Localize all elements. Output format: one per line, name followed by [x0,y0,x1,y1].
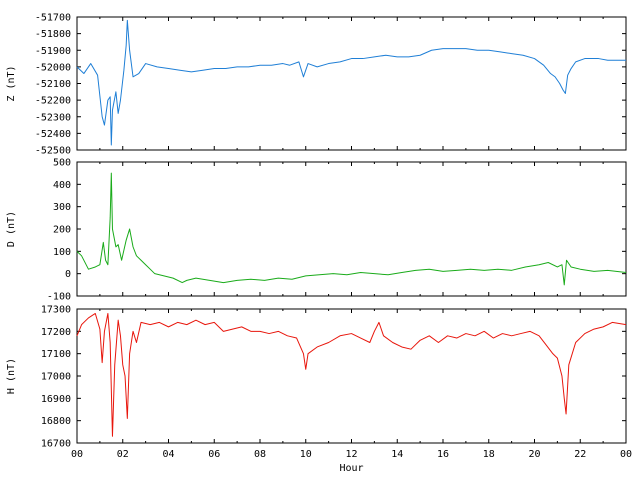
x-tick-label: 08 [254,449,266,460]
y-tick-label: 17100 [41,349,71,360]
x-tick-label: 14 [391,449,403,460]
panel-1: 500 400 300 200 100 0 -100 D (nT) [6,158,627,303]
y-tick-label: 16900 [41,394,71,405]
y-tick-label: 17200 [41,327,71,338]
series-line-0-0 [76,19,626,146]
y-tick-label: 0 [65,269,71,280]
y-tick-label: -52500 [35,146,71,157]
y-tick-label: -52300 [35,112,71,123]
x-tick-label: 06 [208,449,220,460]
x-tick-label: 12 [345,449,357,460]
y-tick-label: 16700 [41,439,71,450]
y-tick-label: 100 [53,247,71,258]
y-axis-label: H (nT) [6,358,17,394]
x-tick-label: 18 [483,449,495,460]
x-tick-label: 10 [300,449,312,460]
y-tick-label: -52200 [35,96,71,107]
y-tick-label: -100 [47,292,71,303]
series-line-1-0 [76,172,627,286]
x-tick-label: 22 [574,449,586,460]
y-axis-label: D (nT) [6,211,17,247]
series-line-2-0 [76,312,627,437]
x-tick-label: 04 [162,449,174,460]
panel-2: 17300 17200 17100 17000 16900 16800 16700 H (nT… [6,305,627,450]
y-tick-label: 300 [53,202,71,213]
y-tick-label: -52000 [35,62,71,73]
y-tick-label: 17300 [41,305,71,316]
y-tick-label: 200 [53,225,71,236]
y-tick-label: 17000 [41,372,71,383]
panel-0: -51700 -51800 -51900 -52000 -52100 -52200 -523… [6,13,627,157]
x-tick-label: 02 [117,449,129,460]
y-axis-label: Z (nT) [6,65,17,101]
y-tick-label: -51900 [35,46,71,57]
x-tick-label: 20 [528,449,540,460]
y-tick-label: 500 [53,158,71,169]
y-tick-label: -51800 [35,29,71,40]
y-tick-label: -52400 [35,129,71,140]
x-tick-label: 00 [620,449,632,460]
y-tick-label: 400 [53,180,71,191]
x-tick-label: 00 [71,449,83,460]
y-tick-label: -52100 [35,79,71,90]
y-tick-label: 16800 [41,416,71,427]
x-tick-label: 16 [437,449,449,460]
y-tick-label: -51700 [35,13,71,24]
x-axis-label: Hour [339,463,363,474]
